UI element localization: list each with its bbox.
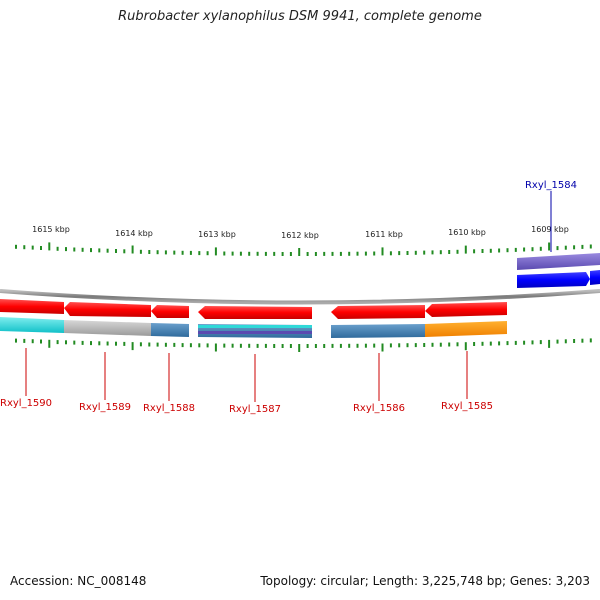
lower-ruler-ticks: [15, 338, 592, 352]
gene-arrow-rxyl-1589[interactable]: [64, 302, 151, 317]
gene-arrow-rxyl-1587[interactable]: [198, 306, 312, 319]
gene-arrow-rxyl-1588[interactable]: [151, 305, 189, 318]
gene-label-rxyl-1590[interactable]: Rxyl_1590: [0, 398, 52, 409]
ruler-label-1611: 1611 kbp: [365, 230, 403, 239]
ruler-label-1609: 1609 kbp: [531, 225, 569, 234]
gene-arrow-rxyl-1585[interactable]: [425, 302, 507, 317]
gene-label-rxyl-1586[interactable]: Rxyl_1586: [353, 403, 405, 414]
label-leaders-reverse: [25, 348, 468, 402]
topology-text: Topology: circular; Length: 3,225,748 bp…: [260, 574, 590, 588]
ruler-label-1612: 1612 kbp: [281, 231, 319, 240]
gene-arrow-rxyl-1584[interactable]: [517, 272, 590, 288]
gene-arrow-rxyl-1586[interactable]: [331, 305, 425, 319]
gene-arrow-rxyl-1583[interactable]: [590, 270, 600, 285]
genome-title: Rubrobacter xylanophilus DSM 9941, compl…: [118, 9, 482, 24]
feature-bar-gray: [64, 320, 151, 336]
gene-label-rxyl-1584[interactable]: Rxyl_1584: [525, 180, 577, 191]
gene-label-rxyl-1587[interactable]: Rxyl_1587: [229, 404, 281, 415]
accession-text: Accession: NC_008148: [10, 574, 147, 588]
upper-ruler-ticks: [15, 242, 592, 256]
feature-bar-cyan: [0, 317, 64, 333]
ruler-label-1610: 1610 kbp: [448, 228, 486, 237]
feature-bar-steel-3: [331, 324, 425, 338]
genome-backbone: [0, 289, 600, 305]
gene-label-rxyl-1588[interactable]: Rxyl_1588: [143, 403, 195, 414]
feature-stripe-cyan: [198, 325, 312, 328]
ruler-label-1613: 1613 kbp: [198, 230, 236, 239]
ruler-label-1615: 1615 kbp: [32, 225, 70, 234]
gene-arrow-rxyl-1590[interactable]: [0, 299, 64, 314]
gene-label-rxyl-1589[interactable]: Rxyl_1589: [79, 402, 131, 413]
feature-stripe-purple: [198, 331, 312, 334]
gene-label-rxyl-1585[interactable]: Rxyl_1585: [441, 401, 493, 412]
feature-bar-steel-1: [151, 323, 189, 337]
gene-arrow-rxyl-1584-purple[interactable]: [517, 253, 600, 270]
feature-bar-orange: [425, 321, 507, 337]
ruler-label-1614: 1614 kbp: [115, 229, 153, 238]
